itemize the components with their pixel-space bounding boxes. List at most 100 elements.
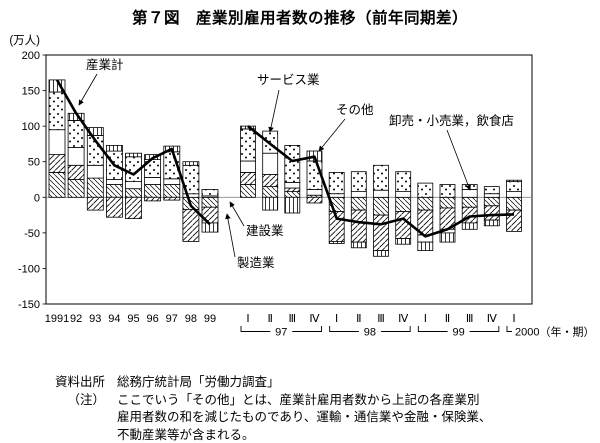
bar-segment	[240, 171, 256, 185]
x-tick-year: 92	[70, 313, 82, 325]
bar-segment	[439, 196, 456, 209]
x-group-label: 98	[364, 327, 376, 339]
x-tick-year: 98	[185, 313, 197, 325]
annotation-wholesale-retail-restaurants-arrow	[446, 129, 471, 191]
bar-segment	[182, 193, 200, 198]
bar-segment	[182, 208, 200, 242]
bar-segment	[483, 193, 500, 198]
bar-segment	[373, 189, 389, 198]
bar-segment	[461, 196, 478, 208]
bar-segment	[506, 181, 522, 193]
figure-footer: 資料出所 総務庁統計局「労働力調査」 （注） ここでいう「その他」とは、産業計雇…	[0, 374, 600, 443]
note-label: （注）	[67, 392, 105, 407]
bar-segment	[144, 184, 162, 198]
source-label: 資料出所	[54, 375, 105, 389]
bar-segment	[201, 189, 219, 197]
x-tick-quarter: Ⅲ	[466, 313, 474, 325]
bar-segment	[417, 241, 434, 252]
x-tick-quarter: Ⅳ	[398, 313, 409, 325]
y-tick-label: 50	[28, 157, 40, 169]
bar-segment	[125, 181, 142, 190]
x-tick-quarter: Ⅳ	[309, 313, 320, 325]
bar-segment	[262, 130, 279, 154]
annotation-construction-arrow	[229, 201, 245, 227]
bar-segment	[461, 222, 478, 230]
y-tick-label: -100	[18, 263, 40, 275]
bar-segment	[395, 211, 412, 239]
bar-segment	[373, 164, 389, 191]
bar-segment	[240, 160, 256, 173]
bar-segment	[144, 176, 162, 185]
note-line-1: ここでいう「その他」とは、産業計雇用者数から上記の各産業別	[117, 392, 480, 407]
annotation-industry-total-arrow	[78, 73, 98, 106]
bar-segment	[163, 184, 181, 198]
bar-segment	[506, 179, 522, 182]
bar-segment	[306, 189, 323, 196]
bar-segment	[417, 182, 434, 198]
bar-segment	[395, 238, 412, 245]
x-group-bracket	[240, 326, 322, 332]
bar-segment	[350, 241, 367, 249]
annotation-services-arrow	[268, 89, 280, 133]
y-tick-label: 150	[22, 86, 40, 98]
bar-segment	[306, 160, 323, 190]
bar-segment	[483, 219, 500, 227]
total-line-annual	[55, 79, 211, 226]
bar-segment	[67, 120, 85, 148]
bar-segment	[86, 164, 104, 179]
bar-segment	[125, 152, 142, 158]
bar-segment	[439, 184, 456, 198]
x-tick-year: 95	[127, 313, 139, 325]
annotation-manufacturing-label: 製造業	[237, 255, 275, 270]
bar-segment	[395, 191, 412, 198]
x-tick-quarter: Ⅲ	[289, 313, 297, 325]
bar-segment	[284, 181, 301, 189]
x-tick-quarter: Ⅱ	[267, 313, 272, 325]
annotation-construction-label: 建設業	[246, 223, 284, 238]
bar-segment	[163, 196, 181, 201]
bar-segment	[506, 196, 522, 211]
annotation-industry-total-label: 産業計	[86, 57, 124, 72]
bar-segment	[483, 186, 500, 195]
bar-segment	[395, 171, 412, 192]
bar-segment	[262, 152, 279, 175]
source-text: 総務庁統計局「労働力調査」	[117, 375, 280, 389]
note-line-3: 不動産業等が含まれる。	[117, 427, 255, 442]
bar-segment	[328, 171, 345, 195]
total-line-quarterly	[247, 125, 515, 238]
bar-segment	[328, 240, 345, 244]
plot-border	[45, 54, 533, 305]
bar-segment	[144, 196, 162, 202]
bar-segment	[106, 144, 123, 152]
bar-segment	[201, 196, 219, 208]
bar-segment	[240, 128, 256, 162]
bar-segment	[373, 250, 389, 257]
x-group-bracket	[329, 326, 411, 332]
bar-segment	[182, 161, 200, 166]
bar-segment	[483, 196, 500, 207]
bar-segment	[125, 188, 142, 198]
note-row-3: 不動産業等が含まれる。	[0, 427, 600, 443]
bar-segment	[439, 232, 456, 243]
y-tick-label: 100	[22, 121, 40, 133]
bar-segment	[483, 205, 500, 221]
bar-segment	[125, 196, 142, 220]
bar-segment	[262, 186, 279, 198]
bar-segment	[48, 154, 66, 173]
bar-segment	[461, 189, 478, 198]
y-tick-label: -50	[24, 228, 40, 240]
figure-title: 第７図 産業別雇用者数の推移（前年同期差）	[131, 10, 468, 27]
x-tick-quarter: Ⅱ	[445, 313, 450, 325]
bar-segment	[86, 127, 104, 136]
bar-segment	[328, 193, 345, 198]
x-tick-quarter: Ⅱ	[356, 313, 361, 325]
x-tick-quarter: Ⅳ	[487, 313, 498, 325]
x-tick-year: 99	[204, 313, 216, 325]
source-row: 資料出所 総務庁統計局「労働力調査」	[0, 374, 600, 392]
x-tick-year: 93	[89, 313, 101, 325]
x-tick-year: 96	[147, 313, 159, 325]
bar-segment	[417, 196, 434, 211]
note-line-2: 雇用者数の和を減じたものであり、運輸・通信業や金融・保険業、	[117, 410, 492, 424]
bar-segment	[262, 196, 279, 211]
